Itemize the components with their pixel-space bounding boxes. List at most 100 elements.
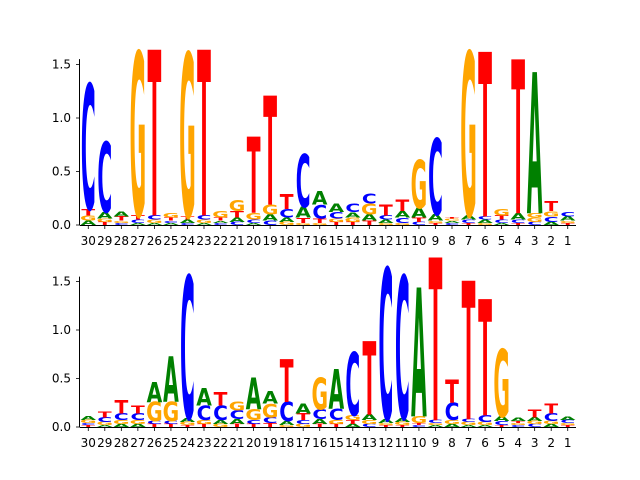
logo-letter: A xyxy=(328,202,344,215)
logo-letter: C xyxy=(164,421,179,426)
logo-letter: A xyxy=(428,425,445,428)
logo-letter: T xyxy=(346,419,360,425)
logo-letter: T xyxy=(230,423,244,428)
x-tick-label: 1 xyxy=(564,234,572,248)
x-tick-label: 21 xyxy=(229,234,244,248)
logo-letter: G xyxy=(179,421,196,426)
logo-letter: T xyxy=(561,425,575,428)
logo-letter: A xyxy=(295,402,312,418)
logo-letter: G xyxy=(262,400,279,422)
x-tick-label: 29 xyxy=(97,234,112,248)
x-tick-label: 29 xyxy=(97,436,112,450)
logo-letter: T xyxy=(528,407,542,420)
logo-letter: T xyxy=(396,425,410,428)
x-tick-label: 23 xyxy=(196,234,211,248)
logo-letter: T xyxy=(280,348,294,416)
logo-letter: C xyxy=(180,223,195,226)
logo-letter: G xyxy=(378,423,395,426)
logo-letter: C xyxy=(130,219,145,224)
logo-letter: T xyxy=(98,410,112,419)
logo-letter: G xyxy=(311,223,328,226)
logo-letter: T xyxy=(197,5,211,270)
logo-letter: G xyxy=(229,199,246,216)
logo-letter: G xyxy=(146,396,163,428)
x-tick-label: 3 xyxy=(531,234,539,248)
logo-letter: C xyxy=(230,221,245,226)
logo-letter: T xyxy=(511,223,525,226)
x-tick-label: 28 xyxy=(114,234,129,248)
logo-letter: C xyxy=(114,411,129,422)
x-tick-label: 10 xyxy=(411,234,426,248)
logo-letter: T xyxy=(296,411,310,422)
x-tick-label: 11 xyxy=(395,234,410,248)
logo-letter: A xyxy=(560,417,577,422)
logo-letter: A xyxy=(395,417,411,423)
logo-letter: G xyxy=(411,414,428,425)
logo-letter: C xyxy=(378,214,393,221)
logo-letter: G xyxy=(394,421,411,426)
logo-letter: A xyxy=(477,219,494,224)
logo-letter: C xyxy=(197,401,212,425)
logo-letter: T xyxy=(247,423,261,428)
logo-letter: G xyxy=(559,423,576,426)
logo-letter: T xyxy=(511,421,525,424)
logo-letter: G xyxy=(97,421,114,426)
logo-letter: A xyxy=(147,223,164,226)
logo-letter: C xyxy=(428,420,443,425)
logo-letter: G xyxy=(378,223,395,226)
logo-letter: C xyxy=(461,219,476,224)
logo-letter: A xyxy=(229,216,245,223)
logo-letter: G xyxy=(295,223,312,226)
logo-letter: C xyxy=(544,215,559,224)
logo-letter: G xyxy=(113,419,130,425)
logo-letter: T xyxy=(114,396,129,418)
logo-letter: C xyxy=(362,192,377,207)
logo-letter: A xyxy=(246,370,262,421)
logo-letter: A xyxy=(213,419,229,425)
logo-letter: G xyxy=(163,396,180,428)
logo-letter: T xyxy=(164,423,178,428)
logo-letter: A xyxy=(444,423,461,428)
x-tick-label: 5 xyxy=(498,436,506,450)
logo-letter: C xyxy=(494,420,509,426)
logo-letter: T xyxy=(230,210,244,220)
x-tick-label: 6 xyxy=(481,436,489,450)
x-tick-label: 24 xyxy=(180,234,195,248)
logo-letter: T xyxy=(181,425,195,428)
logo-letter: T xyxy=(379,425,393,428)
logo-letter: C xyxy=(329,211,344,221)
logo-letter: A xyxy=(378,219,395,224)
logo-letter: A xyxy=(312,187,328,209)
logo-letter: T xyxy=(412,216,427,223)
logo-letter: A xyxy=(510,418,527,423)
logo-letter: G xyxy=(460,421,477,426)
x-tick-label: 6 xyxy=(481,234,489,248)
logo-letter: T xyxy=(561,223,575,226)
logo-letter: G xyxy=(543,421,560,426)
y-tick-label: 0.0 xyxy=(52,420,71,434)
logo-letter: T xyxy=(462,243,476,464)
y-tick-label: 1.0 xyxy=(52,323,71,337)
logo-letter: A xyxy=(147,375,163,408)
x-tick-label: 10 xyxy=(411,436,426,450)
logo-letter: G xyxy=(543,210,560,219)
logo-letter: G xyxy=(477,223,494,226)
logo-letter: C xyxy=(378,226,393,468)
